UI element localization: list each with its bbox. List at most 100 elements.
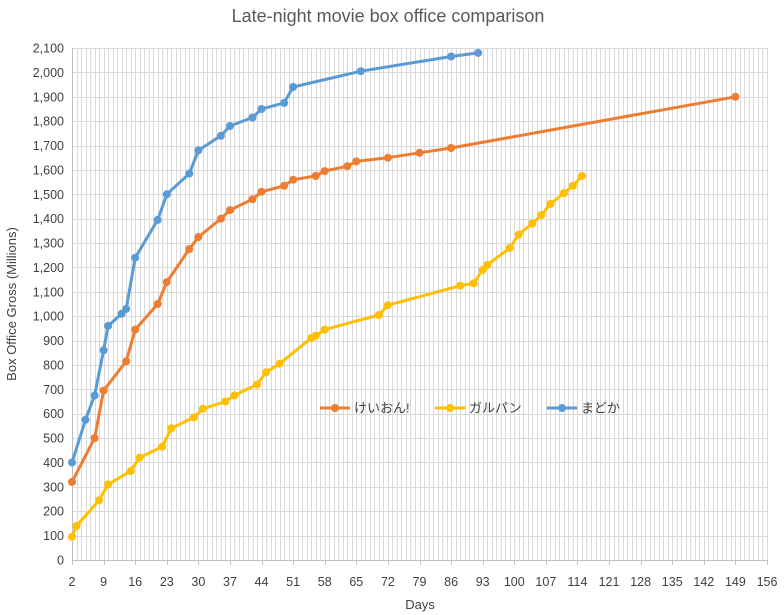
data-point <box>90 391 99 400</box>
y-tick-label: 300 <box>43 480 64 494</box>
y-tick-label: 2,000 <box>33 66 64 80</box>
data-point <box>162 190 171 199</box>
data-point <box>153 215 162 224</box>
data-point <box>226 206 234 215</box>
data-point <box>320 167 329 176</box>
data-point <box>469 279 478 288</box>
data-point <box>374 311 383 319</box>
x-tick-label: 23 <box>160 575 174 589</box>
data-point <box>731 92 740 101</box>
chart-title: Late-night movie box office comparison <box>232 6 545 26</box>
data-point <box>280 181 289 190</box>
data-point <box>514 230 523 239</box>
data-point <box>537 211 546 219</box>
data-point <box>578 172 586 180</box>
x-tick-label: 121 <box>599 575 620 589</box>
y-tick-label: 1,400 <box>33 212 64 226</box>
data-point <box>248 113 257 122</box>
data-point <box>528 219 537 228</box>
y-tick-label: 500 <box>43 432 64 446</box>
data-point <box>131 253 140 262</box>
data-point <box>280 98 289 107</box>
y-tick-label: 1,200 <box>33 261 64 275</box>
x-tick-label: 135 <box>662 575 683 589</box>
legend-label: ガルパン <box>469 401 522 416</box>
data-point <box>185 245 194 254</box>
data-point <box>383 301 392 310</box>
data-point <box>546 200 555 208</box>
data-point <box>559 189 568 198</box>
x-tick-label: 58 <box>318 575 332 589</box>
data-point <box>122 357 131 366</box>
x-tick-label: 30 <box>191 575 205 589</box>
data-point <box>68 532 76 541</box>
data-point <box>68 458 76 467</box>
data-point <box>99 346 108 355</box>
data-point <box>221 397 230 406</box>
y-tick-label: 1,100 <box>33 285 64 299</box>
x-tick-label: 72 <box>381 575 395 589</box>
x-tick-label: 51 <box>286 575 300 589</box>
data-point <box>253 380 261 389</box>
data-point <box>230 391 239 400</box>
y-tick-label: 700 <box>43 383 64 397</box>
legend-marker <box>558 404 566 412</box>
x-tick-label: 65 <box>349 575 363 589</box>
data-point <box>216 131 225 140</box>
x-axis-title: Days <box>405 597 435 612</box>
series-layer <box>68 48 740 541</box>
axes: 0 100 200 300 400 500 600 700 800 900 1,000 1,100 1,… <box>33 42 778 590</box>
data-point <box>72 521 81 530</box>
data-point <box>483 261 492 269</box>
x-tick-label: 100 <box>504 575 525 589</box>
legend-label: まどか <box>581 401 620 416</box>
legend-marker <box>446 404 454 412</box>
x-tick-label: 9 <box>100 575 107 589</box>
data-point <box>289 83 298 91</box>
data-point <box>194 233 203 241</box>
data-point <box>99 386 108 395</box>
data-point <box>311 172 320 180</box>
data-point <box>356 67 365 76</box>
y-tick-label: 1,800 <box>33 115 64 129</box>
y-tick-label: 600 <box>43 407 64 421</box>
y-tick-label: 400 <box>43 456 64 470</box>
data-point <box>311 331 320 340</box>
legend-entry: まどか <box>547 401 620 416</box>
data-point <box>126 467 135 475</box>
legend-entry: けいおん! <box>320 401 410 416</box>
data-point <box>131 325 140 334</box>
data-point <box>289 175 298 184</box>
data-point <box>226 122 234 130</box>
data-point <box>257 187 266 196</box>
data-point <box>90 434 99 443</box>
series-2 <box>68 172 586 541</box>
data-point <box>447 52 456 61</box>
data-point <box>153 300 162 308</box>
data-point <box>81 415 90 424</box>
data-point <box>104 321 113 330</box>
data-point <box>162 278 171 287</box>
data-point <box>568 181 577 190</box>
data-point <box>122 304 131 313</box>
data-point <box>95 496 104 505</box>
x-tick-label: 142 <box>693 575 714 589</box>
data-point <box>194 146 203 155</box>
data-point <box>185 169 194 178</box>
data-point <box>262 368 271 377</box>
data-point <box>383 153 392 162</box>
data-point <box>198 404 207 413</box>
data-point <box>104 480 113 489</box>
x-tick-label: 79 <box>413 575 427 589</box>
data-point <box>158 442 167 451</box>
data-point <box>257 105 266 113</box>
x-tick-label: 114 <box>567 575 587 589</box>
data-point <box>135 453 144 462</box>
data-point <box>415 148 424 157</box>
x-tick-label: 107 <box>535 575 556 589</box>
data-point <box>68 478 76 486</box>
x-tick-label: 2 <box>69 575 76 589</box>
data-point <box>474 48 483 57</box>
x-tick-label: 128 <box>630 575 651 589</box>
